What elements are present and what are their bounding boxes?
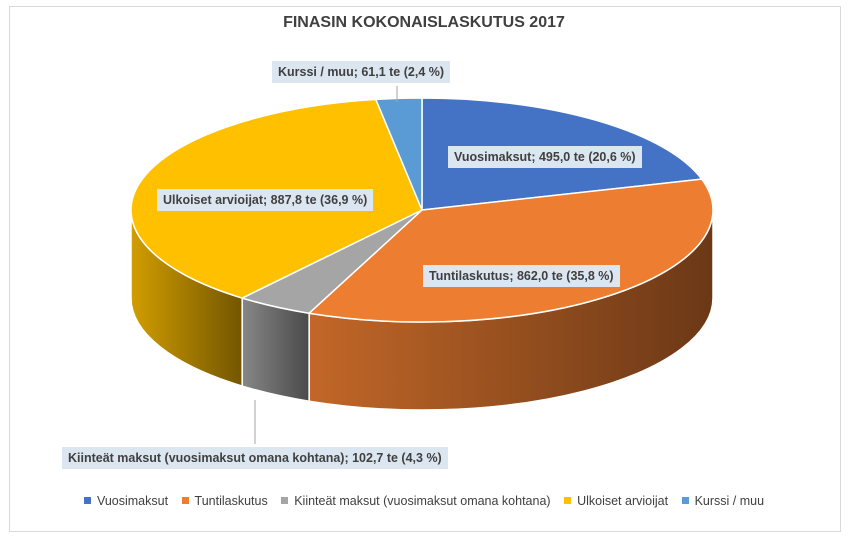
pie-side-kiintet [241, 297, 310, 403]
legend-item-vuosimaksut: Vuosimaksut [83, 494, 169, 508]
data-label-ulkoiset: Ulkoiset arvioijat; 887,8 te (36,9 %) [157, 189, 374, 211]
pie-slice-kurssi [375, 97, 423, 211]
data-label-tuntilaskutus: Tuntilaskutus; 862,0 te (35,8 %) [423, 265, 620, 287]
legend: Vuosimaksut Tuntilaskutus Kiinteät maksu… [0, 494, 848, 508]
legend-label: Kiinteät maksut (vuosimaksut omana kohta… [294, 494, 551, 508]
legend-item-kiinteat: Kiinteät maksut (vuosimaksut omana kohta… [281, 494, 551, 508]
legend-swatch [681, 497, 689, 504]
legend-item-tuntilaskutus: Tuntilaskutus [181, 494, 268, 508]
legend-label: Vuosimaksut [96, 494, 169, 508]
legend-swatch [181, 497, 189, 504]
legend-swatch [281, 497, 289, 504]
legend-item-ulkoiset: Ulkoiset arvioijat [564, 494, 668, 508]
chart-title: FINASIN KOKONAISLASKUTUS 2017 [283, 14, 565, 31]
data-label-kiinteat: Kiinteät maksut (vuosimaksut omana kohta… [62, 447, 448, 469]
legend-swatch [83, 497, 91, 504]
legend-swatch [564, 497, 572, 504]
data-label-vuosimaksut: Vuosimaksut; 495,0 te (20,6 %) [448, 146, 642, 168]
legend-label: Tuntilaskutus [194, 494, 268, 508]
data-label-kurssi: Kurssi / muu; 61,1 te (2,4 %) [272, 61, 451, 83]
legend-label: Ulkoiset arvioijat [577, 494, 669, 508]
legend-item-kurssi: Kurssi / muu [681, 494, 765, 508]
legend-label: Kurssi / muu [694, 494, 765, 508]
